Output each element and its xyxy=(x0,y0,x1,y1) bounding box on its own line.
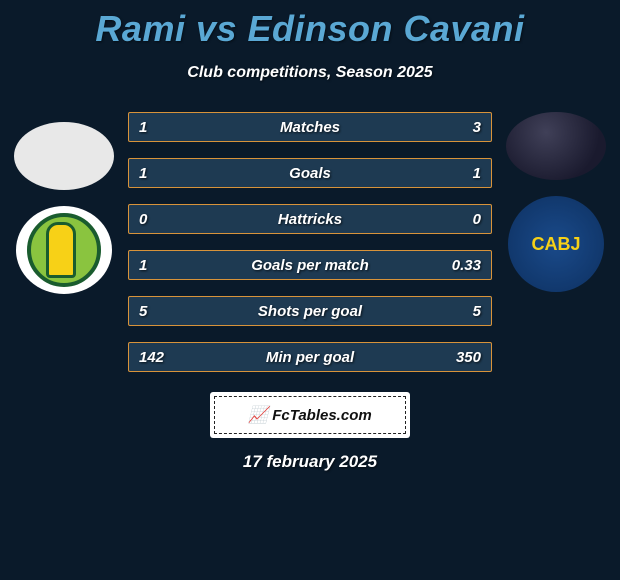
stat-left-value: 0 xyxy=(139,211,147,228)
stat-left-value: 5 xyxy=(139,303,147,320)
club-right-abbrev: CABJ xyxy=(531,235,580,253)
brand-badge: 📈 FcTables.com xyxy=(210,392,410,438)
page-title: Rami vs Edinson Cavani xyxy=(0,0,620,50)
stat-label: Shots per goal xyxy=(258,303,362,320)
stat-label: Min per goal xyxy=(266,349,354,366)
stat-row-hattricks: 0 Hattricks 0 xyxy=(128,204,492,234)
stat-row-goals-per-match: 1 Goals per match 0.33 xyxy=(128,250,492,280)
page-subtitle: Club competitions, Season 2025 xyxy=(0,64,620,82)
club-right-crest: CABJ xyxy=(508,196,604,292)
comparison-panel: 1 Matches 3 1 Goals 1 0 Hattricks 0 1 Go… xyxy=(0,112,620,372)
stat-left-value: 1 xyxy=(139,165,147,182)
stat-label: Goals xyxy=(289,165,331,182)
brand-text: FcTables.com xyxy=(272,407,371,424)
stat-right-value: 0 xyxy=(473,211,481,228)
chart-icon: 📈 xyxy=(248,405,268,425)
stat-row-matches: 1 Matches 3 xyxy=(128,112,492,142)
stat-bars: 1 Matches 3 1 Goals 1 0 Hattricks 0 1 Go… xyxy=(122,112,498,372)
stat-right-value: 0.33 xyxy=(452,257,481,274)
stat-left-value: 1 xyxy=(139,119,147,136)
stat-row-shots-per-goal: 5 Shots per goal 5 xyxy=(128,296,492,326)
right-side: CABJ xyxy=(498,112,614,372)
stat-row-min-per-goal: 142 Min per goal 350 xyxy=(128,342,492,372)
player-right-avatar xyxy=(506,112,606,180)
stat-right-value: 350 xyxy=(456,349,481,366)
stat-right-value: 3 xyxy=(473,119,481,136)
stat-label: Hattricks xyxy=(278,211,342,228)
player-left-avatar xyxy=(14,122,114,190)
stat-label: Goals per match xyxy=(251,257,369,274)
stat-label: Matches xyxy=(280,119,340,136)
club-left-crest xyxy=(16,206,112,294)
left-side xyxy=(6,112,122,372)
footer-date: 17 february 2025 xyxy=(0,452,620,472)
stat-left-value: 142 xyxy=(139,349,164,366)
stat-right-value: 1 xyxy=(473,165,481,182)
stat-row-goals: 1 Goals 1 xyxy=(128,158,492,188)
stat-left-value: 1 xyxy=(139,257,147,274)
stat-right-value: 5 xyxy=(473,303,481,320)
